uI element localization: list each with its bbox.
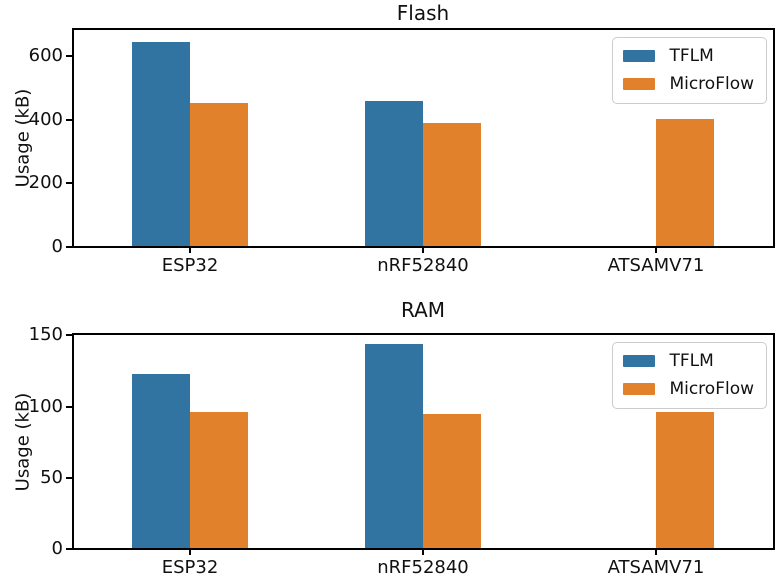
bar-microflow-esp32 — [190, 412, 248, 549]
ram-chart-title: RAM — [400, 298, 446, 322]
x-tick — [189, 550, 191, 555]
bar-microflow-nrf52840 — [423, 414, 481, 549]
bar-tflm-esp32 — [132, 42, 190, 247]
y-tick-label: 600 — [28, 45, 63, 66]
y-tick — [66, 55, 72, 57]
y-tick — [66, 246, 72, 248]
y-tick-label: 0 — [51, 538, 63, 559]
flash-chart-title: Flash — [396, 1, 450, 25]
y-tick-label: 150 — [28, 324, 63, 345]
legend-label-microflow: MicroFlow — [669, 379, 754, 399]
bar-microflow-esp32 — [190, 103, 248, 247]
x-tick — [655, 248, 657, 253]
x-tick — [189, 248, 191, 253]
x-tick — [655, 550, 657, 555]
x-tick-label-atsamv71: ATSAMV71 — [607, 255, 705, 276]
plot-area — [72, 333, 775, 550]
legend-item-microflow: MicroFlow — [623, 379, 754, 399]
legend-item-tflm: TFLM — [623, 46, 754, 66]
bar-tflm-nrf52840 — [365, 101, 423, 247]
y-tick — [66, 548, 72, 550]
y-tick-label: 200 — [28, 172, 63, 193]
legend-item-microflow: MicroFlow — [623, 74, 754, 94]
legend-label-tflm: TFLM — [669, 46, 714, 66]
y-tick — [66, 182, 72, 184]
legend-item-tflm: TFLM — [623, 351, 754, 371]
legend: TFLM MicroFlow — [612, 37, 767, 104]
bar-microflow-atsamv71 — [656, 412, 714, 549]
legend-label-tflm: TFLM — [669, 351, 714, 371]
x-tick-label-esp32: ESP32 — [161, 557, 219, 578]
y-tick-label: 100 — [28, 396, 63, 417]
ram-y-axis-label: Usage (kB) — [12, 392, 34, 491]
y-tick — [66, 119, 72, 121]
bar-tflm-esp32 — [132, 374, 190, 549]
x-tick — [422, 550, 424, 555]
legend-swatch-tflm — [623, 50, 656, 62]
bar-tflm-nrf52840 — [365, 344, 423, 549]
legend-label-microflow: MicroFlow — [669, 74, 754, 94]
x-tick-label-nrf52840: nRF52840 — [377, 557, 469, 578]
legend-swatch-microflow — [623, 78, 656, 90]
bar-microflow-nrf52840 — [423, 123, 481, 247]
legend: TFLM MicroFlow — [612, 342, 767, 409]
x-tick — [422, 248, 424, 253]
x-tick-label-esp32: ESP32 — [161, 255, 219, 276]
y-tick — [66, 406, 72, 408]
flash-y-axis-label: Usage (kB) — [12, 88, 34, 188]
x-tick-label-atsamv71: ATSAMV71 — [607, 557, 705, 578]
y-tick-label: 50 — [40, 467, 63, 488]
plot-area — [72, 28, 775, 248]
y-tick-label: 400 — [28, 109, 63, 130]
x-tick-label-nrf52840: nRF52840 — [377, 255, 469, 276]
legend-swatch-microflow — [623, 383, 656, 395]
y-tick — [66, 334, 72, 336]
y-tick-label: 0 — [51, 236, 63, 257]
bar-microflow-atsamv71 — [656, 119, 714, 247]
legend-swatch-tflm — [623, 355, 656, 367]
y-tick — [66, 477, 72, 479]
